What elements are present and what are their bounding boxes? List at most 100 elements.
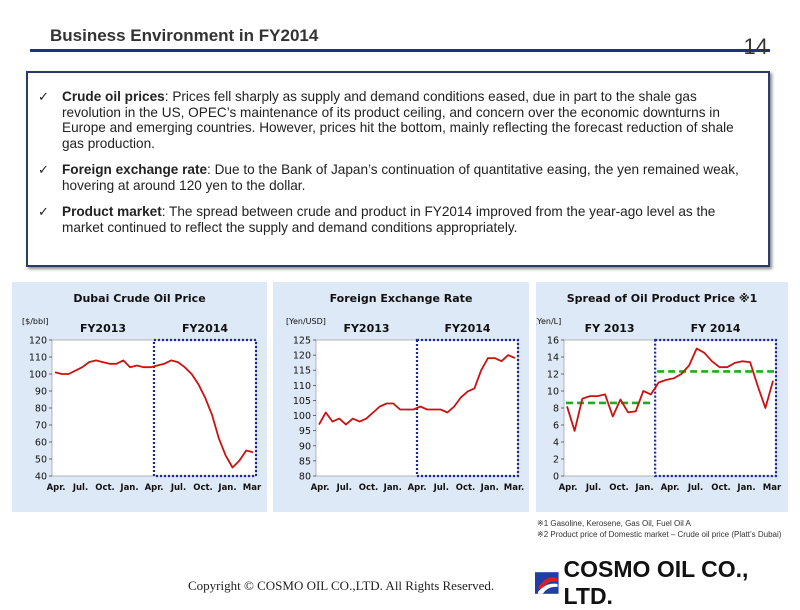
y-axis-unit-label: [Yen/USD] xyxy=(286,317,326,326)
plot-area xyxy=(563,339,777,477)
x-tick-label: Oct. xyxy=(95,483,115,493)
company-logo: COSMO OIL CO., LTD. xyxy=(534,556,800,609)
x-tick-label: Oct. xyxy=(711,483,731,493)
cosmo-logo-icon xyxy=(534,572,559,594)
x-tick-label: Apr. xyxy=(47,483,66,493)
spread-chart: Spread of Oil Product Price ※1 [Yen/L] 0 2 4… xyxy=(536,292,782,493)
y-tick-label: 80 xyxy=(299,472,311,483)
y-tick-label: 70 xyxy=(35,421,47,432)
x-tick-label: Jul. xyxy=(336,483,352,493)
page-number: 14 xyxy=(743,34,768,59)
chart-panel-crude: Dubai Crude Oil Price [$/bbl] 40 50 60 70 80 90… xyxy=(12,282,267,512)
x-tick-label: Oct. xyxy=(609,483,629,493)
bullet-product-market: ✓ Product market: The spread between cru… xyxy=(38,204,756,235)
x-tick-label: Oct. xyxy=(359,483,379,493)
y-tick-label: 125 xyxy=(293,336,311,347)
copyright-text: Copyright © COSMO OIL CO.,LTD. All Right… xyxy=(188,578,495,593)
y-tick-label: 50 xyxy=(35,455,47,466)
x-tick-label: Jan. xyxy=(119,483,138,493)
y-tick-label: 90 xyxy=(299,441,311,452)
bullet-label: Crude oil prices xyxy=(62,89,165,104)
x-tick-label: Oct. xyxy=(193,483,213,493)
footnote-1: ※1 Gasoline, Kerosene, Gas Oil, Fuel Oil… xyxy=(537,519,691,528)
y-tick-label: 60 xyxy=(35,438,47,449)
y-axis-unit-label: [$/bbl] xyxy=(22,317,48,326)
y-tick-label: 12 xyxy=(547,370,559,381)
data-series-line xyxy=(54,359,254,469)
y-tick-label: 100 xyxy=(29,370,47,381)
y-tick-label: 16 xyxy=(547,336,559,347)
bullet-separator: : xyxy=(207,162,215,177)
y-tick-label: 100 xyxy=(293,411,311,422)
x-tick-label: Mar xyxy=(763,483,782,493)
summary-box: ✓ Crude oil prices: Prices fell sharply … xyxy=(26,71,770,267)
x-tick-label: Jan. xyxy=(736,483,755,493)
y-tick-label: 90 xyxy=(35,387,47,398)
period-label-fy2013: FY2013 xyxy=(80,322,126,335)
data-series-line xyxy=(566,347,774,432)
bullet-separator: : xyxy=(161,204,170,219)
x-tick-label: Apr. xyxy=(311,483,330,493)
y-tick-label: 80 xyxy=(35,404,47,415)
period-label-fy2014: FY 2014 xyxy=(691,322,741,335)
fy2014-period-box xyxy=(654,338,778,478)
fy2014-period-box xyxy=(152,338,258,478)
data-series-line xyxy=(318,354,516,426)
chart-title: Spread of Oil Product Price ※1 xyxy=(567,292,757,305)
y-tick-label: 4 xyxy=(553,438,559,449)
bullet-text: Prices fell sharply as supply and demand… xyxy=(62,89,734,151)
chart-title: Foreign Exchange Rate xyxy=(330,292,473,305)
bullet-text: The spread between crude and product in … xyxy=(62,204,716,235)
page-title: Business Environment in FY2014 xyxy=(50,26,319,45)
y-tick-label: 10 xyxy=(547,387,559,398)
x-tick-label: Apr. xyxy=(408,483,427,493)
chart-panel-spread: Spread of Oil Product Price ※1 [Yen/L] 0 2 4… xyxy=(536,282,788,512)
y-tick-label: 2 xyxy=(553,455,559,466)
y-tick-label: 120 xyxy=(29,336,47,347)
checkmark-icon: ✓ xyxy=(38,89,49,104)
y-tick-label: 6 xyxy=(553,421,559,432)
x-tick-label: Apr. xyxy=(145,483,164,493)
chart-panel-fx: Foreign Exchange Rate [Yen/USD] 80 85 90 95 10… xyxy=(273,282,529,512)
period-label-fy2014: FY2014 xyxy=(444,322,490,335)
bullet-exchange-rate: ✓ Foreign exchange rate: Due to the Bank… xyxy=(38,162,756,193)
y-tick-label: 85 xyxy=(299,456,311,467)
checkmark-icon: ✓ xyxy=(38,162,49,177)
y-tick-label: 14 xyxy=(547,353,559,364)
checkmark-icon: ✓ xyxy=(38,204,49,219)
bullet-separator: : xyxy=(164,89,173,104)
y-tick-label: 0 xyxy=(553,472,559,483)
period-label-fy2014: FY2014 xyxy=(182,322,228,335)
x-tick-label: Jan. xyxy=(217,483,236,493)
bullet-label: Foreign exchange rate xyxy=(62,162,208,177)
x-tick-label: Jul. xyxy=(170,483,186,493)
logo-text: COSMO OIL CO., LTD. xyxy=(563,556,749,609)
x-tick-label: Jul. xyxy=(585,483,601,493)
title-rule xyxy=(30,49,770,52)
x-tick-label: Jul. xyxy=(433,483,449,493)
exchange-rate-chart: Foreign Exchange Rate [Yen/USD] 80 85 90 95 10… xyxy=(286,292,524,493)
y-tick-label: 95 xyxy=(299,426,311,437)
bullet-label: Product market xyxy=(62,204,162,219)
x-tick-label: Jan. xyxy=(634,483,653,493)
x-tick-label: Jul. xyxy=(72,483,88,493)
y-tick-label: 40 xyxy=(35,472,47,483)
y-tick-label: 105 xyxy=(293,396,311,407)
y-tick-label: 115 xyxy=(293,366,311,377)
y-axis-unit-label: [Yen/L] xyxy=(536,317,561,326)
x-tick-label: Mar xyxy=(243,483,262,493)
x-tick-label: Oct. xyxy=(456,483,476,493)
x-tick-label: Apr. xyxy=(661,483,680,493)
x-tick-label: Mar. xyxy=(504,483,524,493)
chart-title: Dubai Crude Oil Price xyxy=(73,292,205,305)
y-tick-label: 110 xyxy=(293,381,311,392)
x-tick-label: Jan. xyxy=(383,483,402,493)
bullet-crude-oil: ✓ Crude oil prices: Prices fell sharply … xyxy=(38,89,756,151)
y-tick-label: 8 xyxy=(553,404,559,415)
crude-oil-chart: Dubai Crude Oil Price [$/bbl] 40 50 60 70 80 90… xyxy=(22,292,262,493)
footnote-2: ※2 Product price of Domestic market – Cr… xyxy=(537,530,782,539)
bullet-text: Due to the Bank of Japan’s continuation … xyxy=(62,162,739,193)
x-tick-label: Jan. xyxy=(480,483,499,493)
period-label-fy2013: FY2013 xyxy=(343,322,389,335)
y-tick-label: 110 xyxy=(29,353,47,364)
